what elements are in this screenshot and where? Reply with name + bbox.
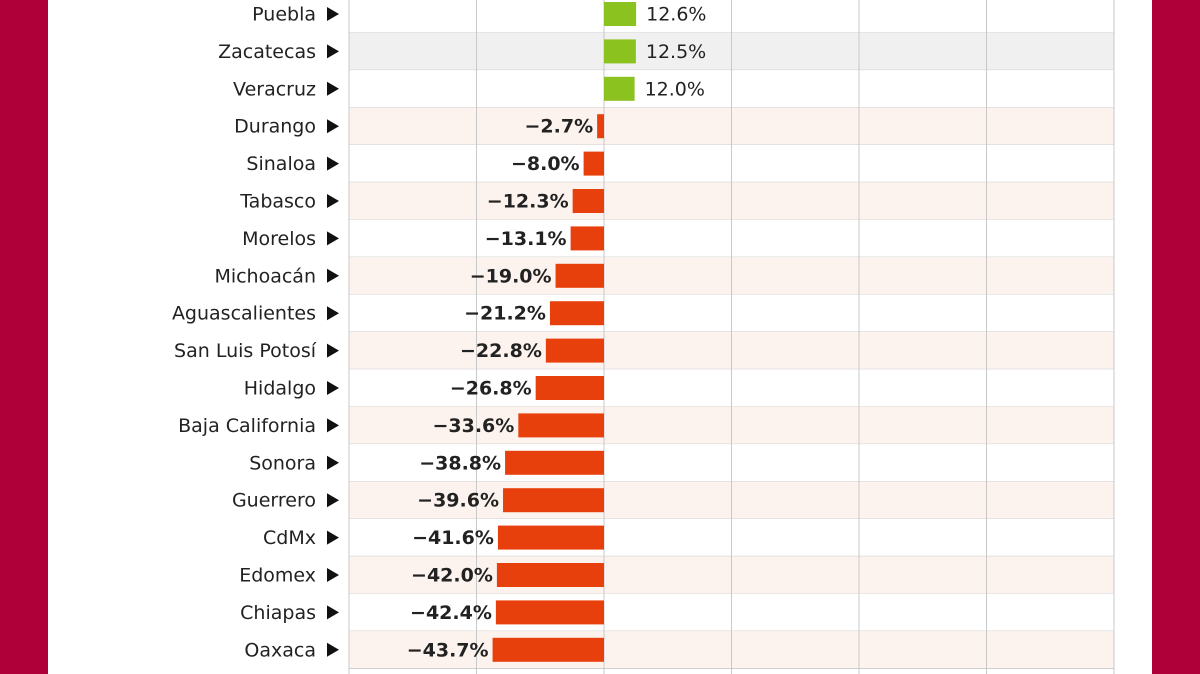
bar bbox=[492, 637, 604, 662]
bar bbox=[495, 600, 604, 625]
row-arrow bbox=[327, 268, 339, 283]
row-arrow bbox=[327, 343, 339, 358]
row-arrow bbox=[327, 530, 339, 545]
value-label: −8.0% bbox=[511, 153, 580, 175]
value-label: −42.0% bbox=[411, 565, 493, 587]
value-label: 12.5% bbox=[646, 41, 706, 63]
category-label: Oaxaca bbox=[244, 639, 316, 661]
row-arrow bbox=[327, 493, 339, 508]
grid bbox=[348, 0, 1115, 674]
bar bbox=[496, 563, 604, 587]
row-arrow bbox=[327, 81, 339, 96]
category-label: Sinaloa bbox=[246, 153, 316, 175]
border-left bbox=[0, 0, 48, 674]
row-arrow bbox=[327, 642, 339, 657]
border-right bbox=[1152, 0, 1200, 674]
row-arrow bbox=[327, 568, 339, 582]
row-arrow bbox=[327, 231, 339, 246]
value-label: −21.2% bbox=[464, 303, 546, 325]
category-label: Veracruz bbox=[233, 78, 316, 100]
bar bbox=[535, 376, 604, 400]
bar bbox=[503, 488, 604, 513]
bar bbox=[518, 413, 604, 438]
category-label: Chiapas bbox=[240, 602, 316, 624]
row-arrow bbox=[327, 306, 339, 321]
category-label: Aguascalientes bbox=[172, 303, 316, 325]
value-label: −2.7% bbox=[524, 116, 593, 138]
value-label: −12.3% bbox=[487, 191, 569, 213]
bar bbox=[549, 301, 604, 326]
bar bbox=[604, 39, 636, 64]
value-label: −42.4% bbox=[410, 602, 492, 624]
bar bbox=[597, 114, 604, 139]
row-arrow bbox=[327, 605, 339, 620]
bar bbox=[572, 189, 604, 213]
category-label: Sonora bbox=[249, 452, 316, 474]
bar bbox=[583, 151, 604, 176]
category-label: Tabasco bbox=[239, 191, 316, 213]
category-label: Hidalgo bbox=[244, 378, 316, 400]
category-label: San Luis Potosí bbox=[174, 340, 317, 362]
category-label: Puebla bbox=[252, 4, 316, 26]
value-label: −26.8% bbox=[450, 378, 532, 400]
category-label: Morelos bbox=[242, 228, 316, 250]
marks: 12.6% 12.5% 12.0% −2.7% −8.0% −12.3% −13.1% −19… bbox=[407, 2, 706, 662]
row-arrow bbox=[327, 119, 339, 134]
value-label: −39.6% bbox=[417, 490, 499, 512]
row-arrow bbox=[327, 194, 339, 208]
value-label: −33.6% bbox=[432, 415, 514, 437]
value-label: −38.8% bbox=[419, 452, 501, 474]
value-label: −19.0% bbox=[470, 265, 552, 287]
value-label: −41.6% bbox=[412, 527, 494, 549]
row-arrow bbox=[327, 418, 339, 433]
category-label: CdMx bbox=[263, 527, 316, 549]
bar bbox=[604, 76, 635, 101]
category-label: Zacatecas bbox=[218, 41, 316, 63]
value-label: −13.1% bbox=[485, 228, 567, 250]
row-arrow bbox=[327, 381, 339, 395]
bar bbox=[555, 263, 604, 288]
bar bbox=[604, 2, 637, 26]
category-label: Baja California bbox=[178, 415, 316, 437]
category-label: Durango bbox=[234, 116, 316, 138]
value-label: 12.0% bbox=[645, 78, 705, 100]
row-arrow bbox=[327, 44, 339, 59]
bar bbox=[570, 226, 604, 251]
category-label: Edomex bbox=[239, 565, 316, 587]
bar bbox=[545, 338, 604, 363]
row-arrow bbox=[327, 455, 339, 470]
value-label: 12.6% bbox=[646, 4, 706, 26]
category-label: Guerrero bbox=[232, 490, 316, 512]
bar bbox=[497, 525, 604, 550]
value-label: −43.7% bbox=[407, 639, 489, 661]
category-label: Michoacán bbox=[214, 265, 316, 287]
value-label: −22.8% bbox=[460, 340, 542, 362]
bar bbox=[505, 450, 604, 475]
row-arrow bbox=[327, 7, 339, 21]
row-arrow bbox=[327, 156, 339, 171]
